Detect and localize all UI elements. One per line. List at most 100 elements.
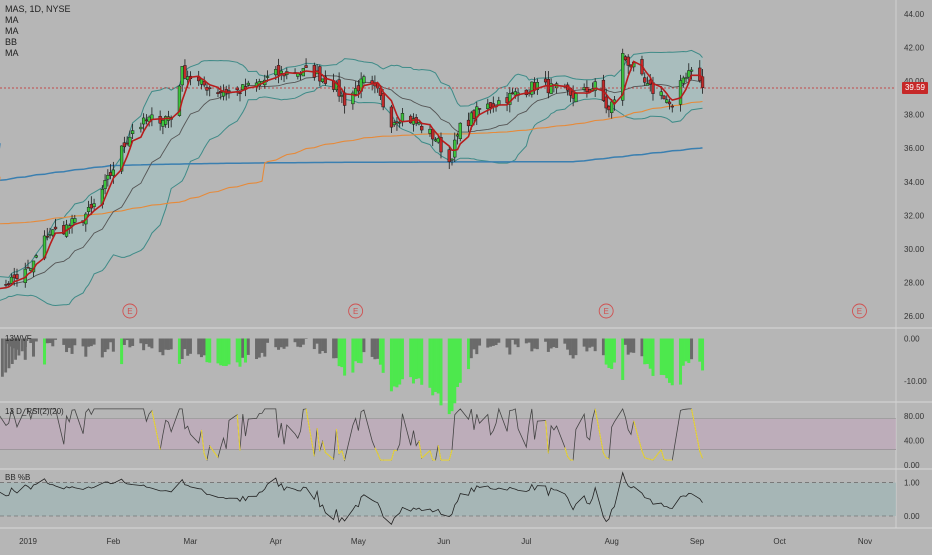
legend-ma-3[interactable]: MA [5, 48, 19, 58]
wvf-bar [144, 338, 148, 345]
wvf-bar [301, 338, 305, 345]
wvf-bar [235, 338, 239, 363]
wvf-bar [246, 338, 250, 355]
wvf-bar [17, 338, 21, 356]
wvf-bar [414, 338, 418, 379]
wvf-bar [453, 338, 457, 404]
price-tick-label: 30.00 [904, 245, 925, 254]
rsi-oversold-segment [652, 449, 662, 461]
candle-body [549, 83, 553, 94]
wvf-bar [701, 338, 705, 371]
candle-body [508, 93, 512, 105]
symbol-title[interactable]: MAS, 1D, NYSE [5, 4, 71, 14]
wvf-bar [340, 338, 344, 368]
wvf-bar [626, 338, 630, 355]
wvf-bar [208, 338, 212, 363]
wvf-bar [106, 338, 110, 350]
earnings-marker [348, 303, 364, 319]
wvf-bar [593, 338, 597, 352]
candle-body [53, 226, 58, 230]
candle-body [472, 110, 476, 119]
wvf-bar [62, 338, 66, 345]
wvf-bar [89, 338, 93, 347]
legend-ma-1[interactable]: MA [5, 15, 19, 25]
legend-ma-2[interactable]: MA [5, 26, 19, 36]
wvf-bar [679, 338, 683, 385]
wvf-bar [282, 338, 286, 349]
wvf-bar [296, 338, 300, 347]
earnings-marker-label: E [353, 307, 358, 316]
wvf-bar [285, 338, 289, 347]
wvf-bar [665, 338, 669, 379]
wvf-bar [433, 338, 437, 392]
candle-body [4, 284, 8, 286]
candle-body [340, 95, 344, 97]
wvf-bar [73, 338, 77, 346]
wvf-bar [23, 338, 27, 360]
wvf-bar [604, 338, 608, 365]
candle-body [409, 115, 413, 124]
candle-body [216, 92, 220, 94]
wvf-bar [373, 338, 377, 360]
wvf-bar [197, 338, 201, 355]
wvf-pane-label[interactable]: 13WVF [5, 334, 32, 343]
bbp-pane-label[interactable]: BB %B [5, 473, 31, 482]
wvf-bar [65, 338, 69, 353]
legend-bb[interactable]: BB [5, 37, 18, 47]
rsi-oversold-segment [663, 458, 667, 461]
wvf-tick-label: -10.00 [904, 377, 927, 386]
wvf-bar [221, 338, 225, 366]
candle-body [574, 93, 578, 103]
rsi-oversold-segment [203, 453, 208, 461]
candle-body [488, 102, 493, 108]
wvf-bar [81, 338, 85, 347]
price-tick-label: 34.00 [904, 178, 925, 187]
candle-body [7, 283, 11, 286]
ma-long-blue-line [0, 143, 703, 181]
rsi-oversold-segment [209, 445, 219, 458]
candle-body [219, 91, 223, 94]
wvf-bar [439, 338, 443, 406]
wvf-bar [668, 338, 672, 383]
wvf-bar [659, 338, 663, 375]
bbp-tick-label: 0.00 [904, 512, 920, 521]
candle-body [659, 91, 663, 96]
price-tick-label: 42.00 [904, 44, 925, 53]
time-tick-label: Apr [270, 537, 283, 546]
candle-body [125, 142, 129, 145]
candle-body [543, 78, 548, 83]
candle-body [626, 56, 630, 66]
price-tick-label: 44.00 [904, 10, 925, 19]
candle-body [469, 112, 473, 126]
wvf-bar [7, 338, 11, 369]
rsi-oversold-segment [437, 445, 442, 461]
rsi-oversold-segment [660, 449, 665, 460]
wvf-bar [139, 338, 143, 344]
time-tick-label: 2019 [19, 537, 37, 546]
wvf-bar [14, 338, 17, 360]
rsi-oversold-segment [390, 450, 395, 461]
candle-body [362, 76, 366, 84]
candle-body [86, 207, 91, 212]
candle-body [323, 76, 328, 84]
wvf-bar [563, 338, 567, 344]
wvf-bar [26, 338, 30, 339]
candle-body [246, 82, 250, 86]
candle-body [571, 91, 575, 99]
wvf-bar [670, 338, 674, 386]
earnings-marker-label: E [857, 307, 862, 316]
candle-body [389, 106, 394, 128]
wvf-bar [359, 338, 363, 364]
rsi-oversold-segment [418, 440, 423, 459]
wvf-bar [318, 338, 322, 354]
chart-legend: MAS, 1D, NYSE MA MA BB MA [5, 4, 71, 59]
wvf-bar [356, 338, 360, 363]
wvf-bar [400, 338, 404, 380]
rsi-oversold-segment [448, 449, 453, 461]
candle-body [610, 101, 614, 114]
rsi-oversold-segment [377, 453, 381, 461]
wvf-bar [147, 338, 151, 347]
rsi-pane-label[interactable]: 13 D_RSI(2)(20) [5, 407, 64, 416]
